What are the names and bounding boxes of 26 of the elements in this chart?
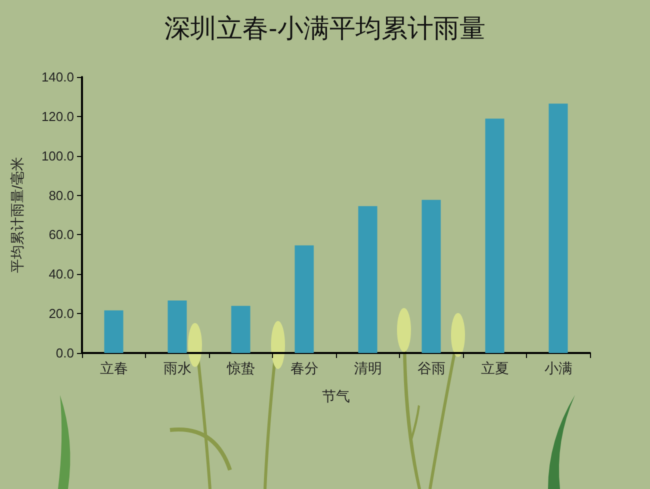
x-tick-label: 立夏 xyxy=(480,360,509,376)
y-tick-label: 0.0 xyxy=(56,346,74,360)
x-tick-label: 春分 xyxy=(290,360,318,376)
bar xyxy=(422,200,441,353)
x-tick-label: 谷雨 xyxy=(417,360,446,376)
bar xyxy=(548,104,568,353)
bar xyxy=(485,118,504,353)
x-axis-title: 节气 xyxy=(322,388,350,404)
y-tick-label: 40.0 xyxy=(48,266,74,282)
y-tick-label: 140.0 xyxy=(41,70,74,84)
y-tick-label: 100.0 xyxy=(41,148,74,164)
y-tick-label: 20.0 xyxy=(48,306,74,322)
x-tick-label: 小满 xyxy=(544,360,572,376)
y-tick-label: 120.0 xyxy=(41,108,74,124)
x-tick-label: 清明 xyxy=(354,360,382,376)
y-tick-label: 60.0 xyxy=(48,227,74,242)
x-tick-label: 惊蛰 xyxy=(226,360,255,376)
x-tick-label: 雨水 xyxy=(163,360,192,376)
x-tick-label: 立春 xyxy=(100,360,128,376)
bar xyxy=(104,310,124,353)
chart-title: 深圳立春-小满平均累计雨量 xyxy=(164,13,486,43)
bar xyxy=(294,245,314,353)
bar xyxy=(231,306,250,353)
y-axis-title: 平均累计雨量/毫米 xyxy=(9,157,25,273)
y-tick-label: 80.0 xyxy=(48,188,74,203)
bar xyxy=(358,206,378,353)
